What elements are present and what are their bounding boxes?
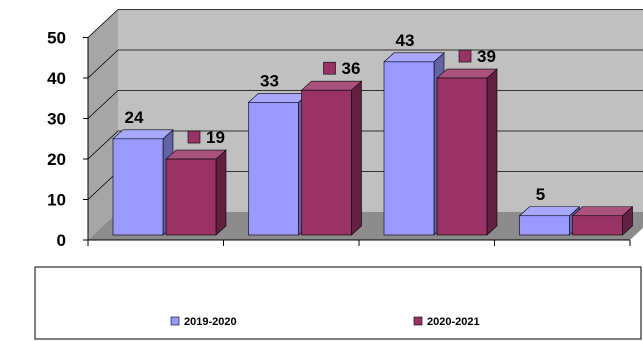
data-label-2019-2020-0: 24: [125, 108, 144, 127]
gridline: [87, 49, 643, 79]
y-tick-label: 50: [47, 29, 66, 48]
floor: [88, 212, 643, 240]
axes: 0 10 20 30 40 50: [47, 29, 631, 250]
data-label-2019-2020-2: 43: [396, 31, 415, 50]
side-wall: [88, 9, 118, 240]
legend-label-2020-2021: 2020-2021: [427, 316, 480, 328]
data-labels: 24 19 33 36 43 39 5: [125, 31, 546, 204]
bar-2020-2021-1: [300, 80, 363, 236]
y-tick-label: 40: [47, 69, 66, 88]
y-tick-label: 0: [57, 231, 66, 250]
data-label-marker: [323, 61, 336, 75]
legend-box: [34, 266, 642, 340]
bar-2019-2020-0: [112, 129, 174, 236]
bar-2020-2021-0: [165, 149, 227, 236]
bar-2020-2021-2: [436, 68, 498, 236]
data-label-2020-2021-1: 36: [342, 59, 361, 78]
data-label-2020-2021-0: 19: [206, 128, 225, 147]
bar-2019-2020-3: [518, 206, 581, 236]
gridline: [87, 9, 643, 38]
bars: [112, 52, 634, 236]
bar-2020-2021-3: [571, 206, 634, 236]
legend: 2019-2020 2020-2021: [34, 266, 642, 340]
bar-2019-2020-1: [247, 92, 310, 236]
y-tick-label: 30: [47, 110, 66, 129]
bar-2019-2020-2: [383, 52, 445, 236]
legend-swatch-2019-2020: [170, 316, 180, 326]
y-tick-label: 10: [47, 191, 66, 210]
legend-label-2019-2020: 2019-2020: [184, 316, 237, 328]
data-label-2020-2021-2: 39: [477, 47, 496, 66]
data-label-2019-2020-3: 5: [536, 185, 545, 204]
data-label-2019-2020-1: 33: [260, 71, 279, 90]
data-label-marker: [458, 49, 472, 63]
legend-swatch-2020-2021: [413, 316, 423, 326]
y-tick-label: 20: [47, 150, 66, 169]
data-label-marker: [187, 130, 201, 144]
